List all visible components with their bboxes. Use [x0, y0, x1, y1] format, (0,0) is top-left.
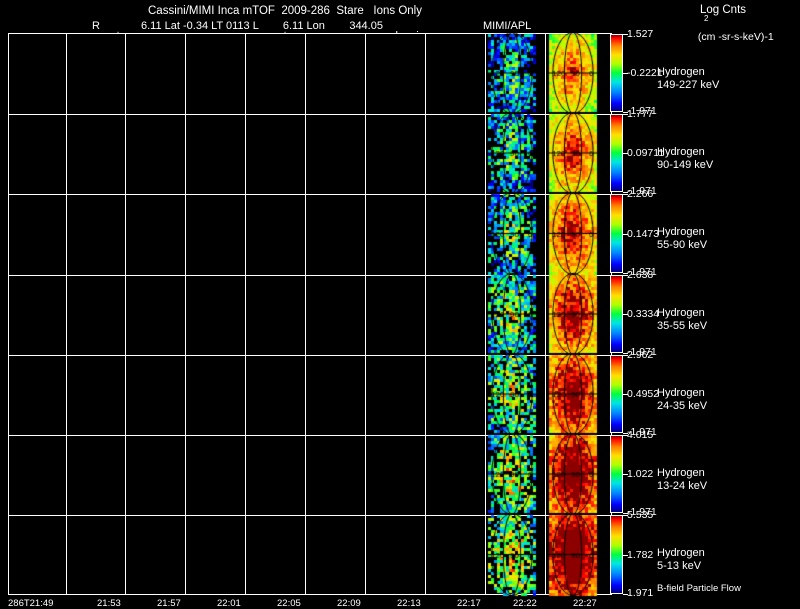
x-tick-6: 22:13: [397, 598, 421, 609]
colorbar-tick: [623, 34, 628, 35]
panel-species-label-7: Hydrogen: [657, 547, 705, 559]
panel-energy-label-6: 13-24 keV: [657, 480, 708, 492]
x-tick-9: 22:27: [573, 598, 597, 609]
colorbar-mid-label-5: 0.4952: [627, 388, 660, 400]
colorbar-4: [610, 275, 623, 353]
colorbar-mid-label-4: 0.3334: [627, 308, 660, 320]
colorbar-3: [610, 194, 623, 273]
colorbar-tick: [623, 355, 628, 356]
panel-energy-label-5: 24-35 keV: [657, 400, 708, 412]
x-tick-4: 22:05: [277, 598, 301, 609]
colorbar-tick: [623, 433, 628, 434]
x-tick-5: 22:09: [337, 598, 361, 609]
colorbar-tick: [623, 114, 628, 115]
colorbar-tick: [623, 192, 628, 193]
colorbar-tick: [623, 273, 628, 274]
colorbar-tick: [623, 513, 628, 514]
panel-energy-label-4: 35-55 keV: [657, 320, 708, 332]
panel-species-label-3: Hydrogen: [657, 226, 705, 238]
colorbar-tick: [623, 515, 628, 516]
colorbar-tick: [623, 194, 628, 195]
colorbar-max-label-3: 2.266: [627, 188, 654, 200]
colorbar-tick: [623, 233, 628, 235]
colorbar-1: [610, 34, 623, 112]
bfield-note: B-field Particle Flow: [657, 583, 741, 594]
colorbar-min-label-7: 1.971: [627, 587, 654, 599]
panel-species-label-4: Hydrogen: [657, 307, 705, 319]
colorbar-tick: [623, 275, 628, 276]
colorbar-min-label-4: -1.971: [627, 346, 657, 358]
colorbar-mid-label-1: -0.2221: [627, 67, 663, 79]
x-tick-7: 22:17: [457, 598, 481, 609]
x-tick-8: 22:22: [513, 598, 537, 609]
x-tick-2: 21:57: [157, 598, 181, 609]
panel-species-label-6: Hydrogen: [657, 467, 705, 479]
colorbar-mid-label-6: 1.022: [627, 468, 654, 480]
colorbar-max-label-2: 1.777: [627, 108, 654, 120]
colorbar-min-label-5: -1.971: [627, 426, 657, 438]
colorbar-min-label-1: -1.971: [627, 105, 657, 117]
colorbar-mid-label-7: 1.782: [627, 548, 654, 561]
colorbar-min-label-3: -1.971: [627, 266, 657, 278]
colorbar-tick: [623, 554, 628, 556]
colorbar-max-label-6: 4.015: [627, 429, 654, 441]
colorbar-max-label-1: 1.527: [627, 28, 654, 40]
colorbar-min-label-2: -1.971: [627, 185, 657, 197]
panel-energy-label-1: 149-227 keV: [657, 79, 720, 91]
panel-species-label-2: Hydrogen: [657, 146, 705, 158]
colorbar-mid-label-3: 0.1473: [627, 227, 660, 240]
colorbar-tick: [623, 435, 628, 436]
colorbar-2: [610, 114, 623, 192]
colorbar-tick: [623, 112, 628, 113]
panel-energy-label-7: 5-13 keV: [657, 560, 702, 572]
x-tick-3: 22:01: [217, 598, 241, 609]
colorbar-tick: [623, 153, 628, 154]
colorbar-mid-label-2: 0.09711: [627, 147, 665, 159]
colorbar-tick: [623, 353, 628, 354]
panel-energy-label-3: 55-90 keV: [657, 239, 708, 251]
colorbar-max-label-4: 2.638: [627, 269, 654, 281]
colorbar-max-label-7: 5.535: [627, 509, 654, 521]
colorbar-7: [610, 515, 623, 594]
colorbar-tick: [623, 394, 628, 395]
colorbar-tick: [623, 73, 628, 74]
panel-energy-label-2: 90-149 keV: [657, 159, 714, 171]
colorbar-min-label-6: -1.971: [627, 506, 657, 518]
colorbar-5: [610, 355, 623, 433]
x-tick-0: 286T21:49: [8, 598, 54, 609]
colorbar-tick: [623, 474, 628, 475]
colorbar-tick: [623, 314, 628, 315]
colorbar-max-label-5: 2.962: [627, 349, 654, 361]
panel-species-label-1: Hydrogen: [657, 66, 705, 78]
colorbar-tick: [623, 594, 628, 595]
colorbar-6: [610, 435, 623, 513]
x-tick-1: 21:53: [97, 598, 121, 609]
panel-species-label-5: Hydrogen: [657, 387, 705, 399]
